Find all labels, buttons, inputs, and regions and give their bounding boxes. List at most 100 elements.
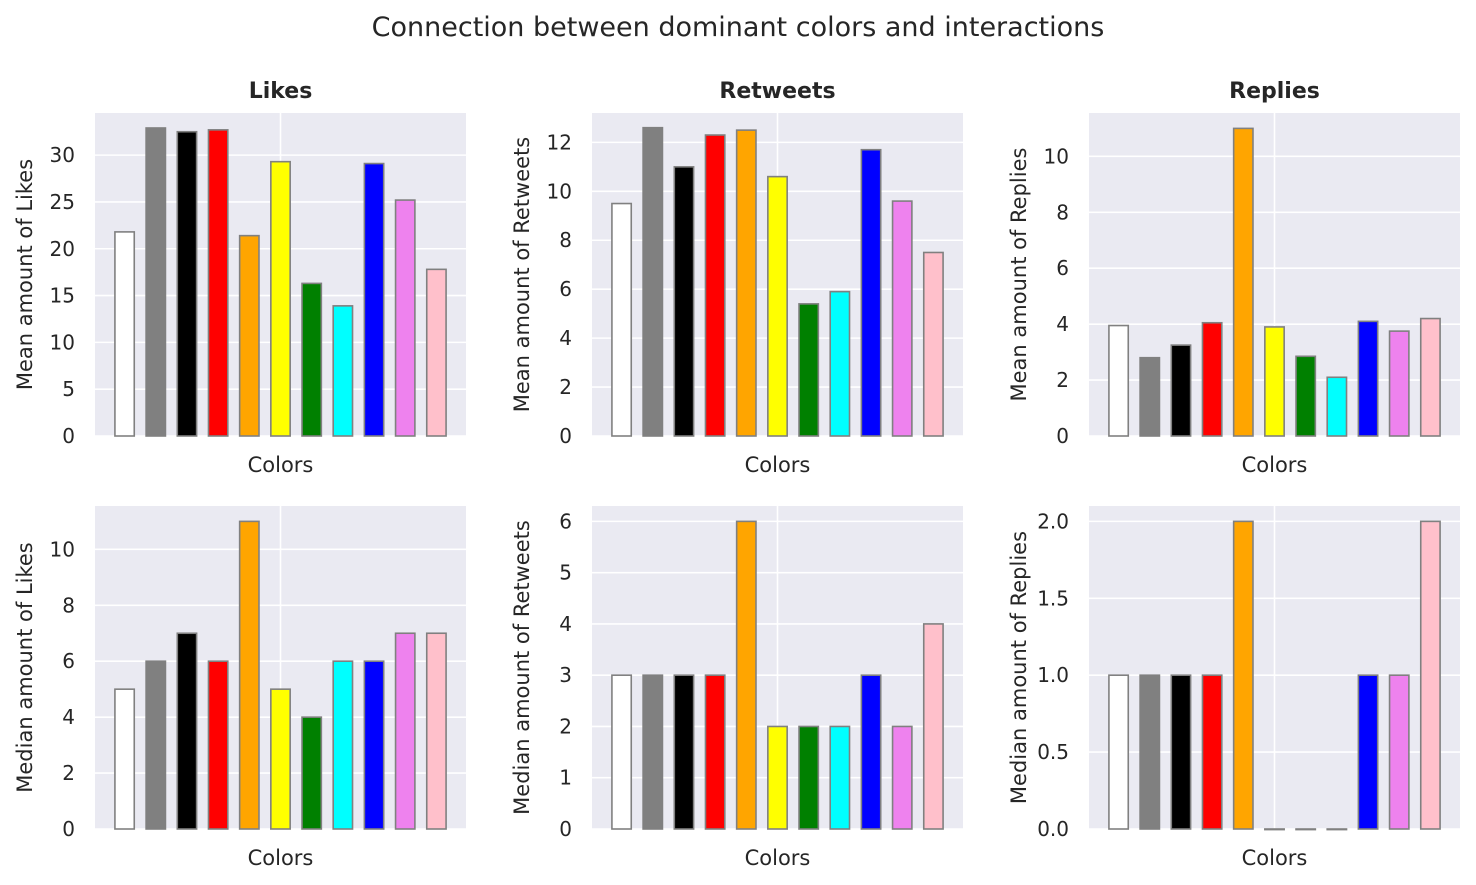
bar-blue bbox=[363, 162, 385, 437]
y-tick-label: 10 bbox=[50, 330, 75, 354]
y-tick-label: 8 bbox=[1056, 200, 1069, 224]
y-tick-label: 6 bbox=[559, 509, 572, 533]
bar-black bbox=[673, 166, 695, 437]
y-tick-label: 0.5 bbox=[1037, 740, 1069, 764]
bar-red bbox=[207, 129, 229, 437]
y-tick-label: 12 bbox=[547, 130, 572, 154]
bar-blue bbox=[860, 148, 882, 437]
bar-gray bbox=[145, 660, 167, 830]
bar-black bbox=[673, 674, 695, 830]
bar-cyan bbox=[332, 660, 354, 830]
bar-cyan bbox=[829, 290, 851, 437]
bar-violet bbox=[394, 632, 416, 830]
panel-title: Retweets bbox=[719, 79, 835, 104]
y-tick-label: 4 bbox=[559, 612, 572, 636]
bar-yellow bbox=[1264, 326, 1285, 437]
y-tick-label: 0.0 bbox=[1037, 817, 1069, 841]
bar-white bbox=[611, 202, 633, 437]
x-axis-label: Colors bbox=[1242, 846, 1308, 870]
y-tick-label: 2 bbox=[559, 714, 572, 738]
bar-blue bbox=[363, 660, 385, 830]
y-tick-label: 4 bbox=[559, 326, 572, 350]
bar-black bbox=[176, 632, 198, 830]
y-axis-label: Mean amount of Retweets bbox=[510, 137, 534, 413]
y-axis-label: Median amount of Retweets bbox=[510, 520, 534, 815]
y-tick-label: 2 bbox=[559, 375, 572, 399]
y-tick-label: 1.5 bbox=[1037, 586, 1069, 610]
bar-yellow bbox=[767, 725, 788, 830]
bar-gray bbox=[642, 674, 664, 830]
y-tick-label: 0 bbox=[1056, 424, 1069, 448]
panel-title: Likes bbox=[249, 79, 313, 104]
bar-green bbox=[798, 725, 820, 830]
y-tick-label: 3 bbox=[559, 663, 572, 687]
bar-blue bbox=[1357, 674, 1379, 830]
panel-title: Replies bbox=[1229, 79, 1320, 104]
bar-cyan bbox=[332, 305, 354, 437]
bar-yellow bbox=[767, 175, 788, 437]
y-tick-label: 1.0 bbox=[1037, 663, 1069, 687]
bar-pink bbox=[922, 251, 944, 437]
bar-violet bbox=[1388, 674, 1410, 830]
y-tick-label: 20 bbox=[50, 237, 75, 261]
chart-panel-2: 0 2 4 6 8 10 12 Retweets Colors Mean amount of Re… bbox=[510, 79, 963, 477]
bar-yellow bbox=[270, 688, 291, 830]
y-tick-label: 0 bbox=[559, 817, 572, 841]
y-tick-label: 15 bbox=[50, 284, 75, 308]
bar-pink bbox=[1419, 520, 1441, 830]
bar-orange bbox=[1232, 520, 1254, 830]
y-tick-label: 2 bbox=[62, 761, 75, 785]
bar-green bbox=[301, 716, 323, 830]
bar-green bbox=[1295, 828, 1317, 831]
y-tick-label: 2 bbox=[1056, 368, 1069, 392]
x-axis-label: Colors bbox=[248, 453, 314, 477]
y-tick-label: 10 bbox=[547, 179, 572, 203]
y-tick-label: 4 bbox=[1056, 312, 1069, 336]
x-axis-label: Colors bbox=[1242, 453, 1308, 477]
y-tick-label: 2.0 bbox=[1037, 509, 1069, 533]
y-axis-label: Mean amount of Likes bbox=[13, 159, 37, 390]
bar-white bbox=[1108, 674, 1130, 830]
bar-blue bbox=[1357, 320, 1379, 437]
bar-cyan bbox=[1326, 828, 1348, 831]
bar-black bbox=[176, 130, 198, 437]
chart-panel-6: 0.0 0.5 1.0 1.5 2.0 Colors Median amount of Re… bbox=[1007, 506, 1460, 870]
bar-yellow bbox=[1264, 828, 1285, 831]
y-axis-label: Median amount of Replies bbox=[1007, 531, 1031, 804]
bar-green bbox=[1295, 355, 1317, 437]
y-tick-label: 1 bbox=[559, 766, 572, 790]
x-axis-label: Colors bbox=[745, 846, 811, 870]
bar-red bbox=[1201, 674, 1223, 830]
bar-cyan bbox=[1326, 376, 1348, 437]
y-tick-label: 0 bbox=[62, 424, 75, 448]
y-tick-label: 6 bbox=[62, 649, 75, 673]
bar-pink bbox=[425, 632, 447, 830]
y-axis-label: Mean amount of Replies bbox=[1007, 148, 1031, 402]
bar-white bbox=[114, 688, 136, 830]
bar-green bbox=[798, 303, 820, 437]
bar-violet bbox=[891, 200, 913, 437]
chart-panel-4: 0 2 4 6 8 10 Colors Median amount of Likes bbox=[13, 506, 466, 870]
bar-violet bbox=[891, 725, 913, 830]
y-tick-label: 25 bbox=[50, 190, 75, 214]
bar-gray bbox=[145, 127, 167, 437]
bar-yellow bbox=[270, 160, 291, 437]
x-axis-label: Colors bbox=[745, 453, 811, 477]
x-axis-label: Colors bbox=[248, 846, 314, 870]
y-tick-label: 30 bbox=[50, 143, 75, 167]
bar-orange bbox=[1232, 127, 1254, 437]
y-tick-label: 6 bbox=[1056, 256, 1069, 280]
y-tick-label: 8 bbox=[559, 228, 572, 252]
y-tick-label: 0 bbox=[559, 424, 572, 448]
y-axis-label: Median amount of Likes bbox=[13, 542, 37, 792]
chart-panel-3: 0 2 4 6 8 10 Replies Colors Mean amount of Repli… bbox=[1007, 79, 1460, 477]
bar-violet bbox=[394, 199, 416, 437]
bar-white bbox=[114, 231, 136, 437]
chart-panel-5: 0 1 2 3 4 5 6 Colors Median amount of Retweets bbox=[510, 506, 963, 870]
bar-red bbox=[704, 134, 726, 437]
bar-pink bbox=[425, 268, 447, 437]
bar-orange bbox=[735, 520, 757, 830]
y-tick-label: 8 bbox=[62, 593, 75, 617]
